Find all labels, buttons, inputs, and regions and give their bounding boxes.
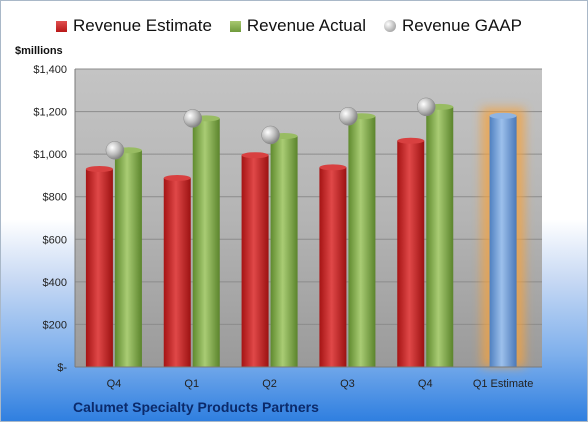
bar-revenue-actual <box>348 116 376 367</box>
y-tick-label: $- <box>57 362 67 374</box>
company-name: Calumet Specialty Products Partners <box>73 399 319 415</box>
bar-revenue-estimate <box>163 177 191 367</box>
bar-revenue-actual <box>114 150 142 367</box>
x-tick-label: Q3 <box>340 378 355 390</box>
marker-revenue-gaap <box>417 97 436 117</box>
marker-revenue-gaap <box>105 141 125 160</box>
bar-revenue-actual <box>192 118 220 367</box>
marker-revenue-gaap <box>261 125 280 145</box>
y-tick-label: $400 <box>43 277 67 289</box>
legend-label-estimate: Revenue Estimate <box>73 16 212 35</box>
bar-revenue-estimate <box>241 155 269 367</box>
legend-item-gaap: Revenue GAAP <box>384 16 522 36</box>
bar-top-estimate <box>85 166 113 173</box>
bar-top-estimate <box>241 152 269 159</box>
marker-revenue-gaap <box>183 109 202 128</box>
marker-revenue-gaap <box>339 107 358 126</box>
bar-revenue-actual <box>270 136 298 367</box>
legend-swatch-actual <box>229 20 241 32</box>
legend-swatch-estimate <box>56 20 67 32</box>
y-tick-label: $800 <box>43 192 67 204</box>
x-tick-label: Q2 <box>262 378 277 390</box>
bar-top-estimate <box>397 137 425 144</box>
x-tick-label: Q1 <box>184 378 199 390</box>
legend-marker-gaap <box>384 20 396 32</box>
legend-label-actual: Revenue Actual <box>246 16 366 35</box>
bar-top-estimate <box>163 174 191 181</box>
legend-item-actual: Revenue Actual <box>229 16 366 36</box>
y-axis-unit-label: $millions <box>15 45 63 57</box>
bar-top-estimate <box>319 164 347 171</box>
bar-revenue-estimate <box>85 169 113 367</box>
legend-item-estimate: Revenue Estimate <box>56 16 212 36</box>
bar-revenue-estimate <box>397 140 425 367</box>
bar-top-q1-estimate <box>489 112 517 119</box>
plot-area <box>75 69 542 367</box>
x-tick-label: Q4 <box>107 378 122 390</box>
x-tick-label: Q4 <box>418 378 433 390</box>
bar-q1-estimate <box>489 115 517 367</box>
legend: Revenue Estimate Revenue Actual Revenue … <box>56 16 522 36</box>
legend-label-gaap: Revenue GAAP <box>402 16 523 35</box>
y-tick-label: $1,200 <box>33 107 67 119</box>
x-tick-label: Q1 Estimate <box>473 378 534 390</box>
y-tick-label: $1,000 <box>33 149 67 161</box>
y-tick-label: $200 <box>43 319 67 331</box>
bar-revenue-actual <box>426 106 454 367</box>
bar-revenue-estimate <box>319 167 347 367</box>
y-tick-label: $1,400 <box>33 64 67 76</box>
y-tick-label: $600 <box>43 234 67 246</box>
